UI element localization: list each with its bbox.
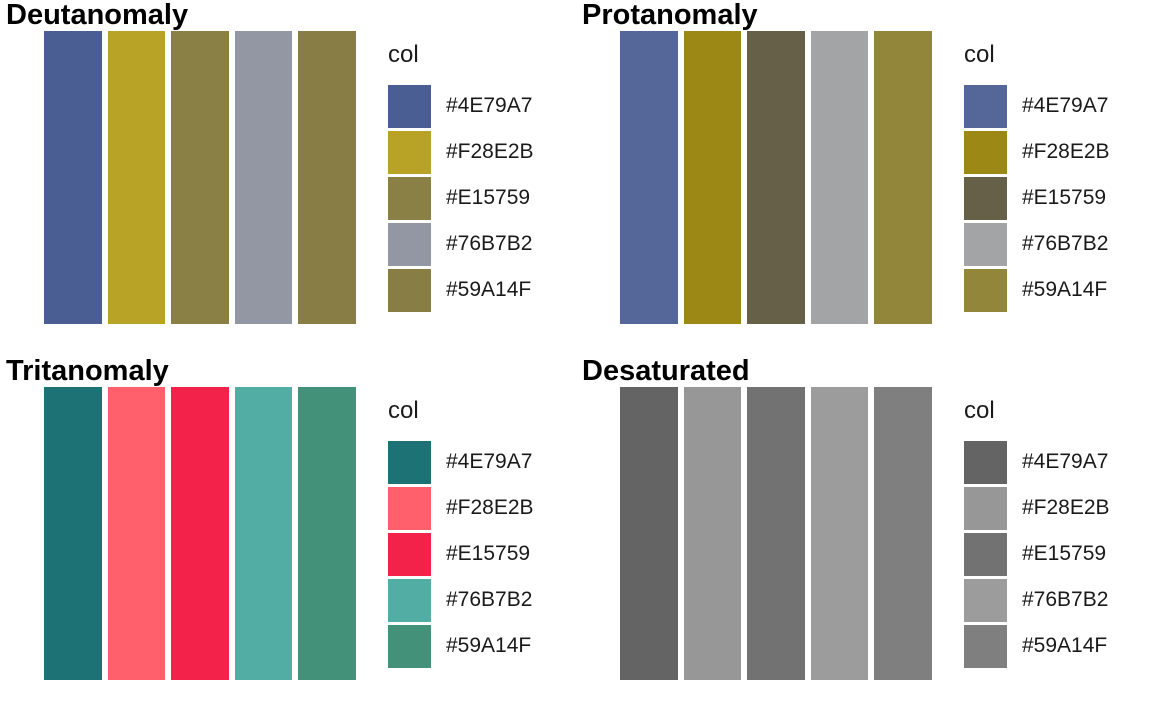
legend-item: #E15759: [388, 533, 568, 577]
panel-title: Tritanomaly: [6, 355, 169, 387]
bar: [810, 31, 868, 324]
legend-item: #E15759: [964, 533, 1144, 577]
legend-title: col: [964, 397, 995, 424]
legend-label: #E15759: [446, 542, 531, 565]
legend-key-swatch: [388, 223, 431, 266]
legend-label: #76B7B2: [1022, 232, 1109, 255]
legend-label: #4E79A7: [446, 450, 533, 473]
legend-label: #76B7B2: [446, 232, 533, 255]
legend-item: #E15759: [388, 177, 568, 221]
legend-key-swatch: [388, 85, 431, 128]
legend-key-swatch: [388, 177, 431, 220]
bar: [107, 31, 165, 324]
legend-title: col: [388, 397, 419, 424]
legend-label: #F28E2B: [446, 140, 534, 163]
bar: [171, 387, 229, 680]
bar: [44, 387, 102, 680]
chart-panel-desaturated: Desaturated col #4E79A7 #F28E2B #E15759 #76…: [576, 355, 1152, 711]
bar: [747, 387, 805, 680]
bar: [171, 31, 229, 324]
legend-key-swatch: [964, 441, 1007, 484]
chart-panel-tritanomaly: Tritanomaly col #4E79A7 #F28E2B #E15759 #76…: [0, 355, 576, 711]
legend-key-swatch: [964, 269, 1007, 312]
bar-area: [620, 387, 932, 680]
bar: [234, 31, 292, 324]
legend-key-swatch: [964, 177, 1007, 220]
legend-label: #76B7B2: [1022, 588, 1109, 611]
legend-item: #76B7B2: [964, 579, 1144, 623]
legend-item: #59A14F: [964, 625, 1144, 669]
legend-item: #4E79A7: [964, 441, 1144, 485]
legend-item: #F28E2B: [964, 487, 1144, 531]
chart-panel-deutanomaly: Deutanomaly col #4E79A7 #F28E2B #E15759 #76…: [0, 0, 576, 355]
legend-key-swatch: [964, 131, 1007, 174]
legend-key-swatch: [388, 579, 431, 622]
bar-area: [44, 387, 356, 680]
legend-item: #4E79A7: [964, 85, 1144, 129]
legend-item: #4E79A7: [388, 441, 568, 485]
legend-item: #76B7B2: [964, 223, 1144, 267]
legend-key-swatch: [388, 269, 431, 312]
legend-title: col: [388, 41, 419, 68]
legend-item: #76B7B2: [388, 579, 568, 623]
bar: [747, 31, 805, 324]
legend-label: #59A14F: [446, 278, 532, 301]
panel-title: Protanomaly: [582, 0, 758, 31]
legend-label: #59A14F: [446, 634, 532, 657]
legend-key-swatch: [964, 85, 1007, 128]
bar-area: [620, 31, 932, 324]
legend-label: #E15759: [1022, 186, 1107, 209]
legend-key-swatch: [388, 441, 431, 484]
legend-key-swatch: [964, 223, 1007, 266]
legend-item: #F28E2B: [388, 131, 568, 175]
bar: [620, 31, 678, 324]
legend-label: #59A14F: [1022, 634, 1108, 657]
legend-label: #4E79A7: [1022, 94, 1109, 117]
bar: [683, 387, 741, 680]
legend-item: #59A14F: [388, 625, 568, 669]
panel-title: Desaturated: [582, 355, 750, 387]
legend-key-swatch: [964, 579, 1007, 622]
legend-label: #F28E2B: [1022, 496, 1110, 519]
bar: [44, 31, 102, 324]
legend-key-swatch: [964, 487, 1007, 530]
legend-item: #F28E2B: [388, 487, 568, 531]
bar: [298, 31, 356, 324]
legend-key-swatch: [964, 533, 1007, 576]
legend-label: #E15759: [446, 186, 531, 209]
legend-key-swatch: [964, 625, 1007, 668]
bar: [234, 387, 292, 680]
legend-title: col: [964, 41, 995, 68]
legend-label: #E15759: [1022, 542, 1107, 565]
bar: [620, 387, 678, 680]
legend-item: #59A14F: [964, 269, 1144, 313]
legend-label: #F28E2B: [1022, 140, 1110, 163]
legend-label: #4E79A7: [446, 94, 533, 117]
panel-title: Deutanomaly: [6, 0, 189, 31]
legend-item: #4E79A7: [388, 85, 568, 129]
legend-key-swatch: [388, 131, 431, 174]
legend-label: #F28E2B: [446, 496, 534, 519]
legend-key-swatch: [388, 533, 431, 576]
bar: [810, 387, 868, 680]
bar: [874, 387, 932, 680]
legend-label: #4E79A7: [1022, 450, 1109, 473]
legend-item: #76B7B2: [388, 223, 568, 267]
legend-label: #59A14F: [1022, 278, 1108, 301]
legend-item: #59A14F: [388, 269, 568, 313]
bar: [107, 387, 165, 680]
bar: [298, 387, 356, 680]
legend-key-swatch: [388, 487, 431, 530]
legend-item: #E15759: [964, 177, 1144, 221]
bar: [683, 31, 741, 324]
chart-panel-protanomaly: Protanomaly col #4E79A7 #F28E2B #E15759 #76…: [576, 0, 1152, 355]
bar-area: [44, 31, 356, 324]
bar: [874, 31, 932, 324]
legend-label: #76B7B2: [446, 588, 533, 611]
legend-item: #F28E2B: [964, 131, 1144, 175]
legend-key-swatch: [388, 625, 431, 668]
